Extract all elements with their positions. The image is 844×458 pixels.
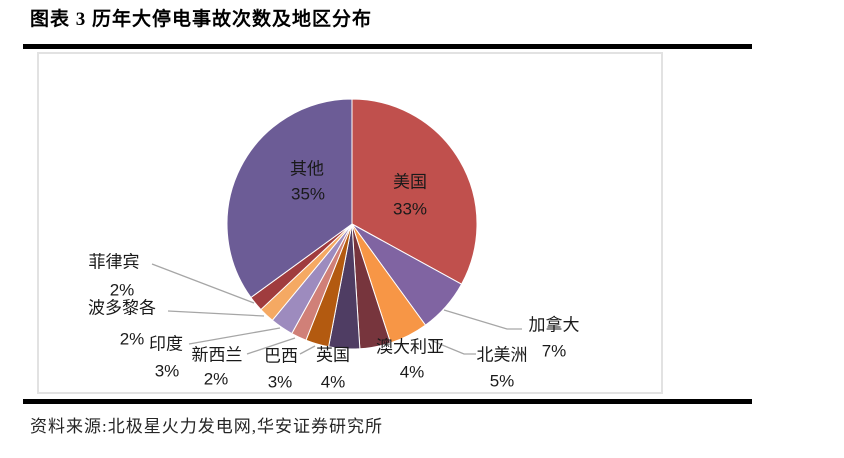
leader-line-india — [188, 327, 281, 345]
figure-title: 图表 3 历年大停电事故次数及地区分布 — [30, 9, 373, 30]
pie-slice-other — [226, 98, 353, 299]
leader-line-new-zealand — [246, 337, 296, 355]
leader-line-north-america — [429, 339, 476, 355]
leader-line-brazil — [299, 345, 316, 355]
leader-line-philippines — [151, 263, 255, 304]
pie-chart — [151, 98, 522, 355]
footer-divider-rule — [23, 399, 752, 404]
leader-line-puerto-rico — [167, 310, 265, 317]
pie-slice-usa — [351, 98, 478, 285]
leader-line-canada — [443, 309, 522, 330]
source-note: 资料来源:北极星火力发电网,华安证券研究所 — [30, 417, 383, 436]
title-divider-rule — [23, 44, 752, 49]
chart-area: 美国 33% 加拿大 7% 北美洲 5% 澳大利亚 4% 英国 4% 巴西 3% 新西兰 2% 印度 3% 波多… — [37, 52, 663, 394]
